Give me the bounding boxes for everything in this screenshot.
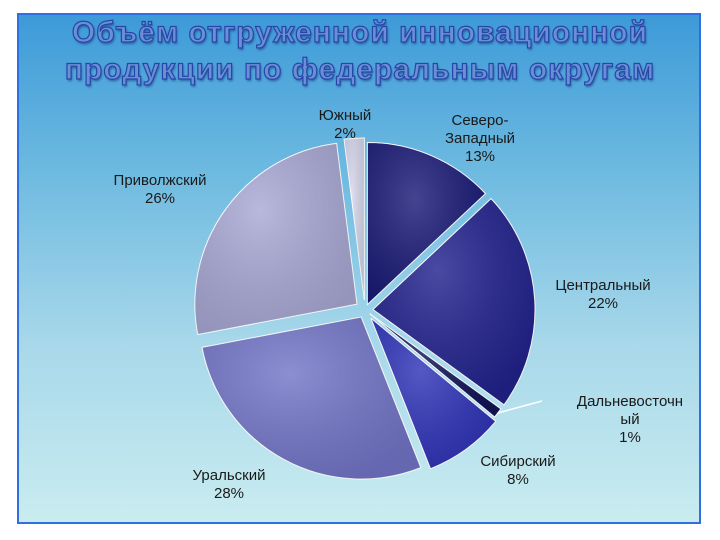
- slice-name: Центральный: [555, 277, 650, 294]
- pie-slice-shading-7: [344, 138, 365, 301]
- slice-percent: 26%: [145, 190, 175, 207]
- slice-percent: 2%: [334, 125, 356, 142]
- slice-label-3: Дальневосточн ый 1%: [577, 393, 683, 446]
- pie-slice-shading-4: [370, 318, 496, 469]
- slice-name: Западный: [445, 130, 515, 147]
- slice-percent: 28%: [214, 485, 244, 502]
- slice-label-4: Сибирский 8%: [480, 453, 555, 488]
- slice-name: Северо-: [452, 112, 509, 129]
- slice-name: Южный: [319, 107, 372, 124]
- slice-name: Дальневосточн: [577, 393, 683, 410]
- slice-percent: 22%: [588, 295, 618, 312]
- slice-label-2: Центральный 22%: [555, 277, 650, 312]
- slice-name: Сибирский: [480, 453, 555, 470]
- slice-name: Уральский: [193, 467, 266, 484]
- slice-label-7: Южный 2%: [319, 107, 372, 142]
- slice-label-6: Приволжский 26%: [114, 172, 207, 207]
- pie-slice-shading-3: [369, 313, 501, 417]
- title-line-2: продукции по федеральным округам: [64, 52, 656, 86]
- pie-slice-shading-5: [202, 317, 421, 480]
- slice-percent: 13%: [465, 148, 495, 165]
- title-line-1: Объём отгруженной инновационной: [71, 15, 649, 49]
- slice-label-1: Северо-Западный 13%: [445, 112, 515, 165]
- leader-line: [497, 400, 543, 414]
- slice-name: Приволжский: [114, 172, 207, 189]
- page-title: Объём отгруженной инновационной продукци…: [0, 14, 720, 88]
- slice-name: ый: [620, 411, 639, 428]
- pie-slice-shading-6: [194, 143, 357, 335]
- slice-label-5: Уральский 28%: [193, 467, 266, 502]
- pie-slice-shading-1: [367, 142, 486, 305]
- pie-slice-shading-2: [372, 198, 535, 405]
- slice-percent: 8%: [507, 471, 529, 488]
- slice-percent: 1%: [619, 429, 641, 446]
